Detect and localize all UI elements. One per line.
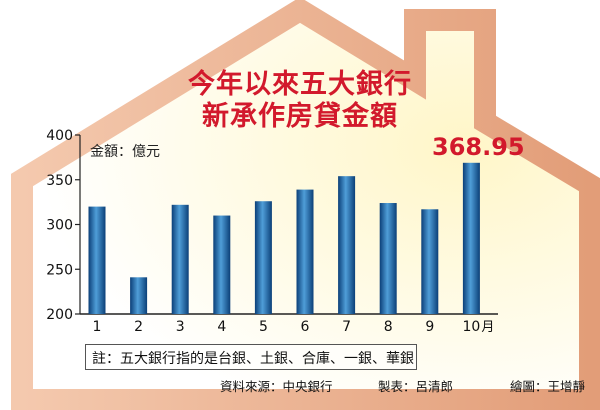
y-tick-label: 350: [46, 173, 73, 189]
x-ticks: 1 2 3 4 5 6 7 8 9 10 月: [93, 319, 495, 335]
chart-title-line2: 新承作房貸金額: [202, 101, 398, 132]
y-tick-label: 400: [46, 128, 73, 144]
bar-month-2: [130, 277, 148, 314]
y-tick-label: 250: [46, 262, 73, 278]
bar-month-5: [254, 201, 272, 314]
x-unit-label: 月: [481, 320, 494, 335]
source-credit: 資料來源：中央銀行: [220, 379, 333, 394]
y-tick-label: 300: [46, 218, 73, 234]
x-tick-label: 9: [425, 319, 434, 335]
x-tick-label: 4: [217, 319, 226, 335]
bar-month-4: [213, 215, 231, 314]
x-tick-label: 6: [301, 319, 310, 335]
bar-month-10: [462, 162, 480, 314]
x-tick-label: 10: [462, 319, 480, 335]
y-tick-label: 200: [46, 307, 73, 323]
bar-month-8: [379, 203, 397, 314]
x-tick-label: 7: [342, 319, 351, 335]
y-ticks: 200 250 300 350 400: [46, 128, 80, 323]
bar-month-6: [296, 189, 314, 314]
footnote-box: 註：五大銀行指的是台銀、土銀、合庫、一銀、華銀: [85, 344, 417, 370]
highlight-value-label: 368.95: [432, 133, 525, 161]
producer-credit: 製表：呂清郎: [378, 379, 454, 394]
footnote-text: 註：五大銀行指的是台銀、土銀、合庫、一銀、華銀: [92, 351, 414, 367]
x-tick-label: 5: [259, 319, 268, 335]
unit-label: 金額：億元: [90, 144, 160, 160]
bars: [88, 162, 480, 314]
x-tick-label: 3: [176, 319, 185, 335]
bar-month-7: [338, 176, 356, 314]
illustrator-credit: 繪圖：王增靜: [510, 379, 586, 394]
bar-month-1: [88, 206, 106, 314]
bar-month-9: [421, 209, 439, 314]
bar-month-3: [171, 204, 189, 314]
x-tick-label: 8: [384, 319, 393, 335]
chart-title-line1: 今年以來五大銀行: [188, 69, 412, 100]
x-tick-label: 2: [134, 319, 143, 335]
x-tick-label: 1: [93, 319, 102, 335]
